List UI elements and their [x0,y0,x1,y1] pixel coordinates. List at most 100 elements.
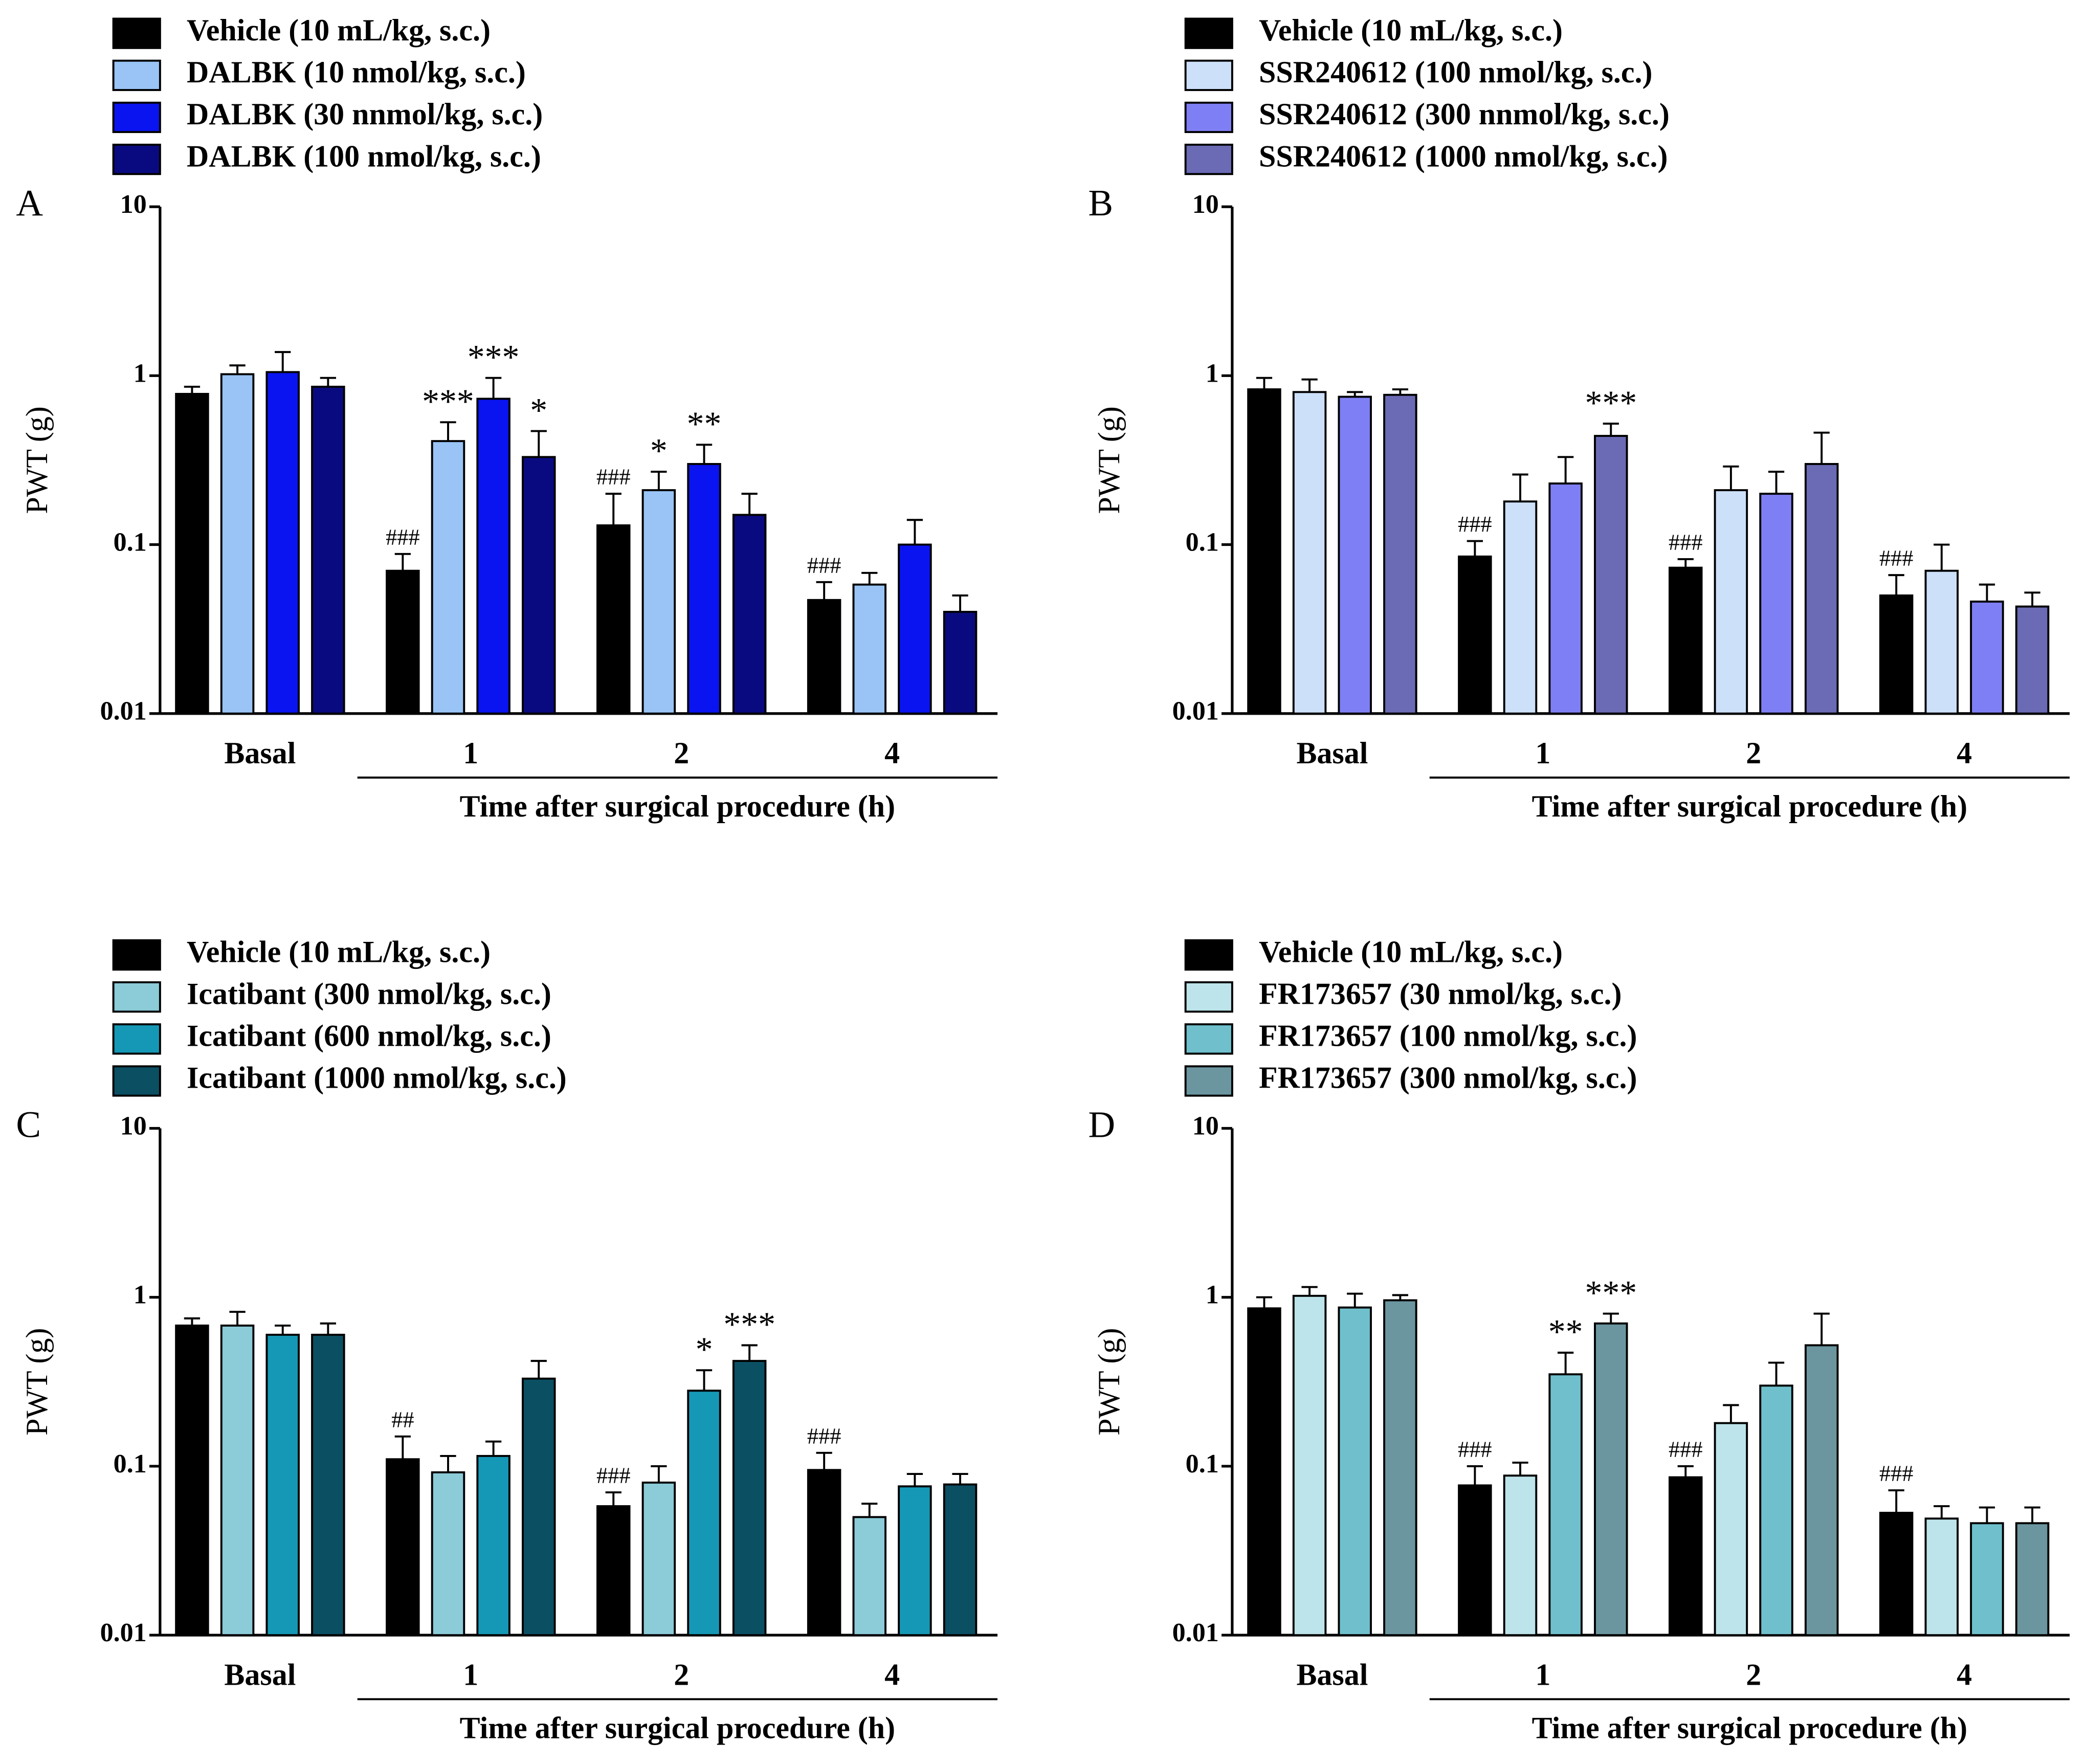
y-tick-label: 0.01 [1172,1618,1219,1647]
bar [386,1458,420,1637]
bar [1338,395,1372,715]
bar [265,1334,300,1637]
bar [1879,1512,1914,1637]
bar [1669,566,1703,715]
legend-swatch [1184,939,1233,971]
bar [265,371,300,715]
bar [386,569,420,715]
legend-swatch [1184,1023,1233,1055]
significance-label: ** [687,405,722,443]
significance-label: ## [391,1407,414,1432]
y-tick-label: 10 [1192,1111,1219,1140]
bar [1247,1307,1281,1637]
panel: Vehicle (10 mL/kg, s.c.) SSR240612 (100 n… [1088,13,2070,823]
bar [175,392,209,715]
y-tick-label: 1 [134,1281,147,1310]
bar [1292,391,1327,715]
bar [1548,1373,1583,1637]
legend-label: Vehicle (10 mL/kg, s.c.) [1259,935,1563,968]
bar [852,583,887,715]
panel-label: A [16,182,43,224]
legend-label: DALBK (30 nnmol/kg, s.c.) [187,97,543,131]
x-axis-label: Time after surgical procedure (h) [460,789,895,823]
panel-label: C [16,1104,41,1145]
bar [1458,555,1492,715]
bar [1383,1299,1417,1637]
y-tick-label: 1 [1206,1281,1219,1310]
x-tick-label: 1 [463,1658,478,1691]
bar [1804,463,1839,715]
bar [175,1325,209,1637]
bar [898,543,932,715]
significance-label: ### [1879,546,1913,571]
y-axis-label: PWT (g) [1092,406,1126,514]
y-axis-label: PWT (g) [1092,1328,1126,1436]
significance-label: ### [386,524,419,549]
legend-label: Icatibant (600 nmol/kg, s.c.) [187,1019,551,1053]
legend-label: FR173657 (30 nmol/kg, s.c.) [1259,977,1622,1010]
bar [943,610,978,715]
y-tick-label: 0.1 [1186,527,1219,557]
bar [1714,1422,1748,1637]
legend-swatch [1184,1065,1233,1097]
legend-label: DALBK (100 nmol/kg, s.c.) [187,139,541,173]
x-tick-label: 1 [463,736,478,770]
y-tick-label: 0.01 [100,697,147,726]
bar [476,1454,510,1637]
legend-label: FR173657 (100 nmol/kg, s.c.) [1259,1019,1637,1053]
significance-label: *** [1585,1273,1637,1312]
significance-label: * [650,432,668,470]
x-tick-label: Basal [224,736,296,770]
x-tick-label: 2 [1746,736,1761,770]
significance-label: ** [1548,1313,1583,1351]
y-tick-label: 1 [1206,359,1219,388]
legend-label: FR173657 (300 nmol/kg, s.c.) [1259,1061,1637,1095]
bar [1594,435,1628,715]
legend-label: SSR240612 (100 nmol/kg, s.c.) [1259,55,1652,89]
bar [898,1485,932,1637]
bar [1970,1522,2004,1637]
bar [1924,569,1959,715]
significance-label: ### [596,1463,630,1488]
x-tick-label: 1 [1535,1658,1550,1691]
bar [596,1505,631,1637]
x-tick-label: 1 [1535,736,1550,770]
bar [2015,1522,2050,1637]
legend-swatch [112,981,161,1013]
bar [1879,594,1914,715]
x-axis-label: Time after surgical procedure (h) [1532,789,1967,823]
y-tick-label: 1 [134,359,147,388]
x-tick-label: 4 [884,736,900,770]
bar [311,1334,345,1637]
legend-swatch [112,59,161,91]
bar [596,524,631,715]
bar [1669,1476,1703,1637]
y-tick-label: 0.1 [114,1449,147,1479]
bar [311,385,345,715]
bar [1924,1517,1959,1637]
bar [807,1469,841,1637]
bar [943,1483,978,1637]
significance-label: *** [468,338,520,376]
bar [1970,600,2004,715]
bar [1458,1484,1492,1637]
bar [1759,1384,1793,1637]
x-tick-label: 2 [674,1658,689,1691]
bar [522,1377,556,1637]
legend-label: Vehicle (10 mL/kg, s.c.) [187,13,491,47]
legend-swatch [112,143,161,175]
panel-label: D [1088,1104,1115,1145]
significance-label: ### [807,553,841,578]
significance-label: ### [596,465,630,490]
significance-label: ### [1879,1461,1913,1486]
legend-swatch [112,17,161,49]
bar [220,373,255,715]
legend-label: SSR240612 (1000 nmol/kg, s.c.) [1259,139,1668,173]
bar [687,463,721,715]
legend-swatch [112,1023,161,1055]
bar [1759,493,1793,715]
significance-label: *** [422,382,474,421]
legend-label: Vehicle (10 mL/kg, s.c.) [1259,13,1563,47]
significance-label: * [696,1330,713,1369]
